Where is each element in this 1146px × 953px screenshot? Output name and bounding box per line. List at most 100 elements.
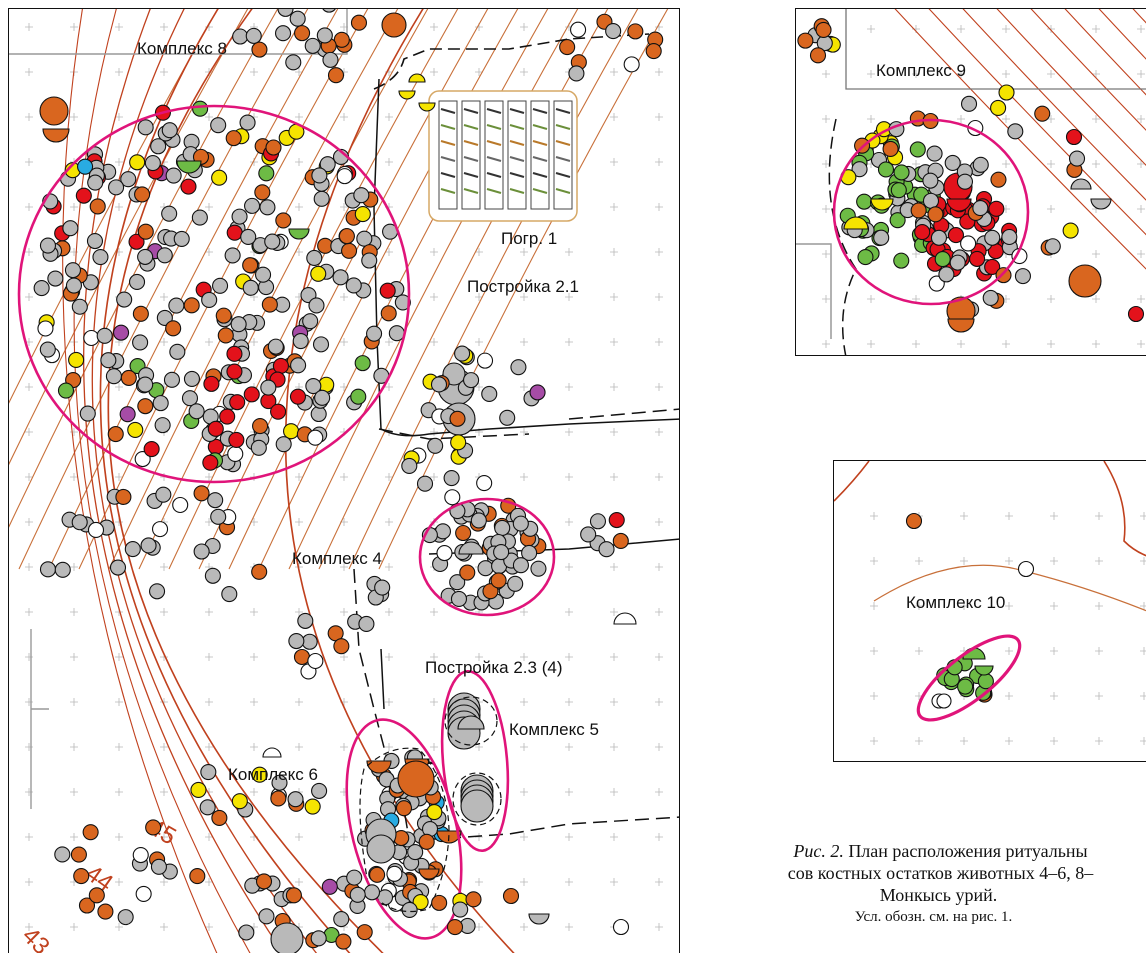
grid-cross	[25, 383, 33, 391]
find-marker	[226, 345, 243, 362]
grid-cross	[430, 743, 438, 751]
find-marker	[316, 27, 333, 44]
find-marker	[115, 488, 132, 505]
find-marker	[995, 267, 1012, 284]
find-marker	[427, 437, 444, 454]
grid-cross	[1140, 557, 1146, 565]
find-marker	[232, 28, 249, 45]
skeleton-bone	[486, 188, 502, 194]
skeleton-bone	[509, 124, 525, 130]
grid-cross	[340, 338, 348, 346]
find-marker	[465, 891, 482, 908]
find-marker	[304, 37, 321, 54]
contour-line	[228, 9, 519, 570]
find-marker	[470, 512, 487, 529]
find-marker	[930, 229, 948, 246]
find-marker	[938, 266, 955, 283]
grid-cross	[205, 653, 213, 661]
grid-cross	[340, 608, 348, 616]
grid-cross	[430, 428, 438, 436]
grid-cross	[870, 647, 878, 655]
find-marker	[430, 376, 448, 393]
grid-cross	[867, 70, 875, 78]
grid-cross	[430, 248, 438, 256]
grid-cross	[822, 340, 830, 348]
grid-cross	[295, 833, 303, 841]
contour-line	[834, 461, 870, 502]
find-marker	[86, 232, 104, 250]
grid-cross	[1092, 295, 1100, 303]
grid-cross	[1092, 70, 1100, 78]
find-marker	[39, 96, 69, 126]
find-marker	[134, 450, 151, 468]
grid-cross	[1092, 160, 1100, 168]
find-marker	[144, 154, 161, 172]
find-marker	[305, 378, 322, 395]
find-marker	[272, 357, 289, 374]
grid-cross	[340, 833, 348, 841]
find-marker	[251, 41, 268, 58]
find-marker	[512, 515, 529, 532]
find-marker	[71, 298, 88, 315]
find-marker	[476, 352, 494, 369]
find-marker	[73, 867, 90, 885]
grid-cross	[430, 608, 438, 616]
find-marker	[243, 386, 260, 403]
skeleton-bone	[555, 172, 571, 178]
contour-line	[348, 9, 639, 570]
find-marker	[1034, 105, 1051, 122]
grid-cross	[70, 428, 78, 436]
half-marker	[947, 318, 975, 333]
grid-cross	[655, 743, 663, 751]
grid-cross	[70, 23, 78, 31]
find-marker	[401, 901, 418, 918]
find-marker	[258, 908, 275, 925]
grid-cross	[430, 338, 438, 346]
find-marker	[169, 343, 186, 360]
find-marker	[589, 513, 607, 530]
find-marker	[1044, 238, 1061, 255]
grid-cross	[25, 788, 33, 796]
find-marker	[605, 23, 622, 40]
grid-cross	[70, 203, 78, 211]
find-marker	[229, 394, 246, 411]
grid-cross	[1002, 115, 1010, 123]
find-marker	[450, 434, 467, 451]
find-marker	[54, 561, 71, 578]
grid-cross	[115, 473, 123, 481]
grid-cross	[115, 743, 123, 751]
find-marker	[292, 332, 309, 350]
grid-cross	[1050, 692, 1058, 700]
grid-cross	[25, 833, 33, 841]
grid-cross	[1140, 692, 1146, 700]
grid-cross	[520, 833, 528, 841]
grid-cross	[1137, 160, 1145, 168]
find-marker	[165, 167, 182, 184]
find-marker	[333, 911, 350, 928]
grid-cross	[205, 113, 213, 121]
grid-cross	[867, 295, 875, 303]
grid-cross	[205, 833, 213, 841]
find-marker	[140, 537, 157, 554]
grid-cross	[115, 68, 123, 76]
grid-cross	[430, 653, 438, 661]
grid-cross	[25, 743, 33, 751]
grid-cross	[295, 473, 303, 481]
grid-cross	[1002, 160, 1010, 168]
grid-cross	[340, 293, 348, 301]
find-marker	[212, 277, 229, 294]
grid-cross	[25, 878, 33, 886]
contour-line	[1064, 9, 1146, 96]
find-marker	[244, 197, 261, 214]
find-marker	[449, 574, 466, 591]
grid-cross	[70, 113, 78, 121]
half-marker	[42, 128, 70, 143]
find-marker	[412, 894, 429, 911]
find-marker	[37, 320, 54, 337]
half-marker	[418, 868, 440, 880]
find-marker	[321, 878, 338, 895]
grid-cross	[610, 608, 618, 616]
grid-cross	[340, 113, 348, 121]
find-marker	[394, 294, 411, 311]
